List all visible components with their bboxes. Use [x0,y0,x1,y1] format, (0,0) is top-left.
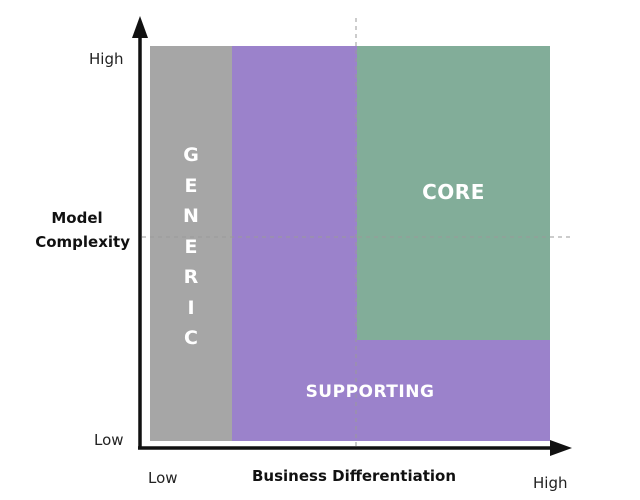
generic-letter: G [183,144,199,166]
x-axis-high-label: High [533,474,568,492]
generic-region [150,46,232,441]
generic-letter: E [184,174,198,197]
y-axis-high-label: High [89,50,124,68]
generic-letter: E [184,235,198,258]
generic-letter: I [187,296,195,319]
core-label: CORE [422,180,485,204]
generic-label: G E N E R I C [176,140,206,354]
y-axis-low-label: Low [94,431,124,449]
y-axis-title-line2: Complexity [35,233,130,251]
y-axis-arrowhead [132,16,148,38]
y-axis-title: Model Complexity [0,206,130,254]
core-region [357,46,550,340]
x-axis-low-label: Low [148,469,178,487]
generic-letter: N [183,205,199,227]
x-axis-title: Business Differentiation [252,467,457,485]
supporting-label: SUPPORTING [305,382,435,402]
x-axis-arrowhead [550,440,572,456]
generic-letter: C [184,327,198,349]
y-axis-title-line1: Model [51,209,103,227]
generic-letter: R [183,266,199,288]
